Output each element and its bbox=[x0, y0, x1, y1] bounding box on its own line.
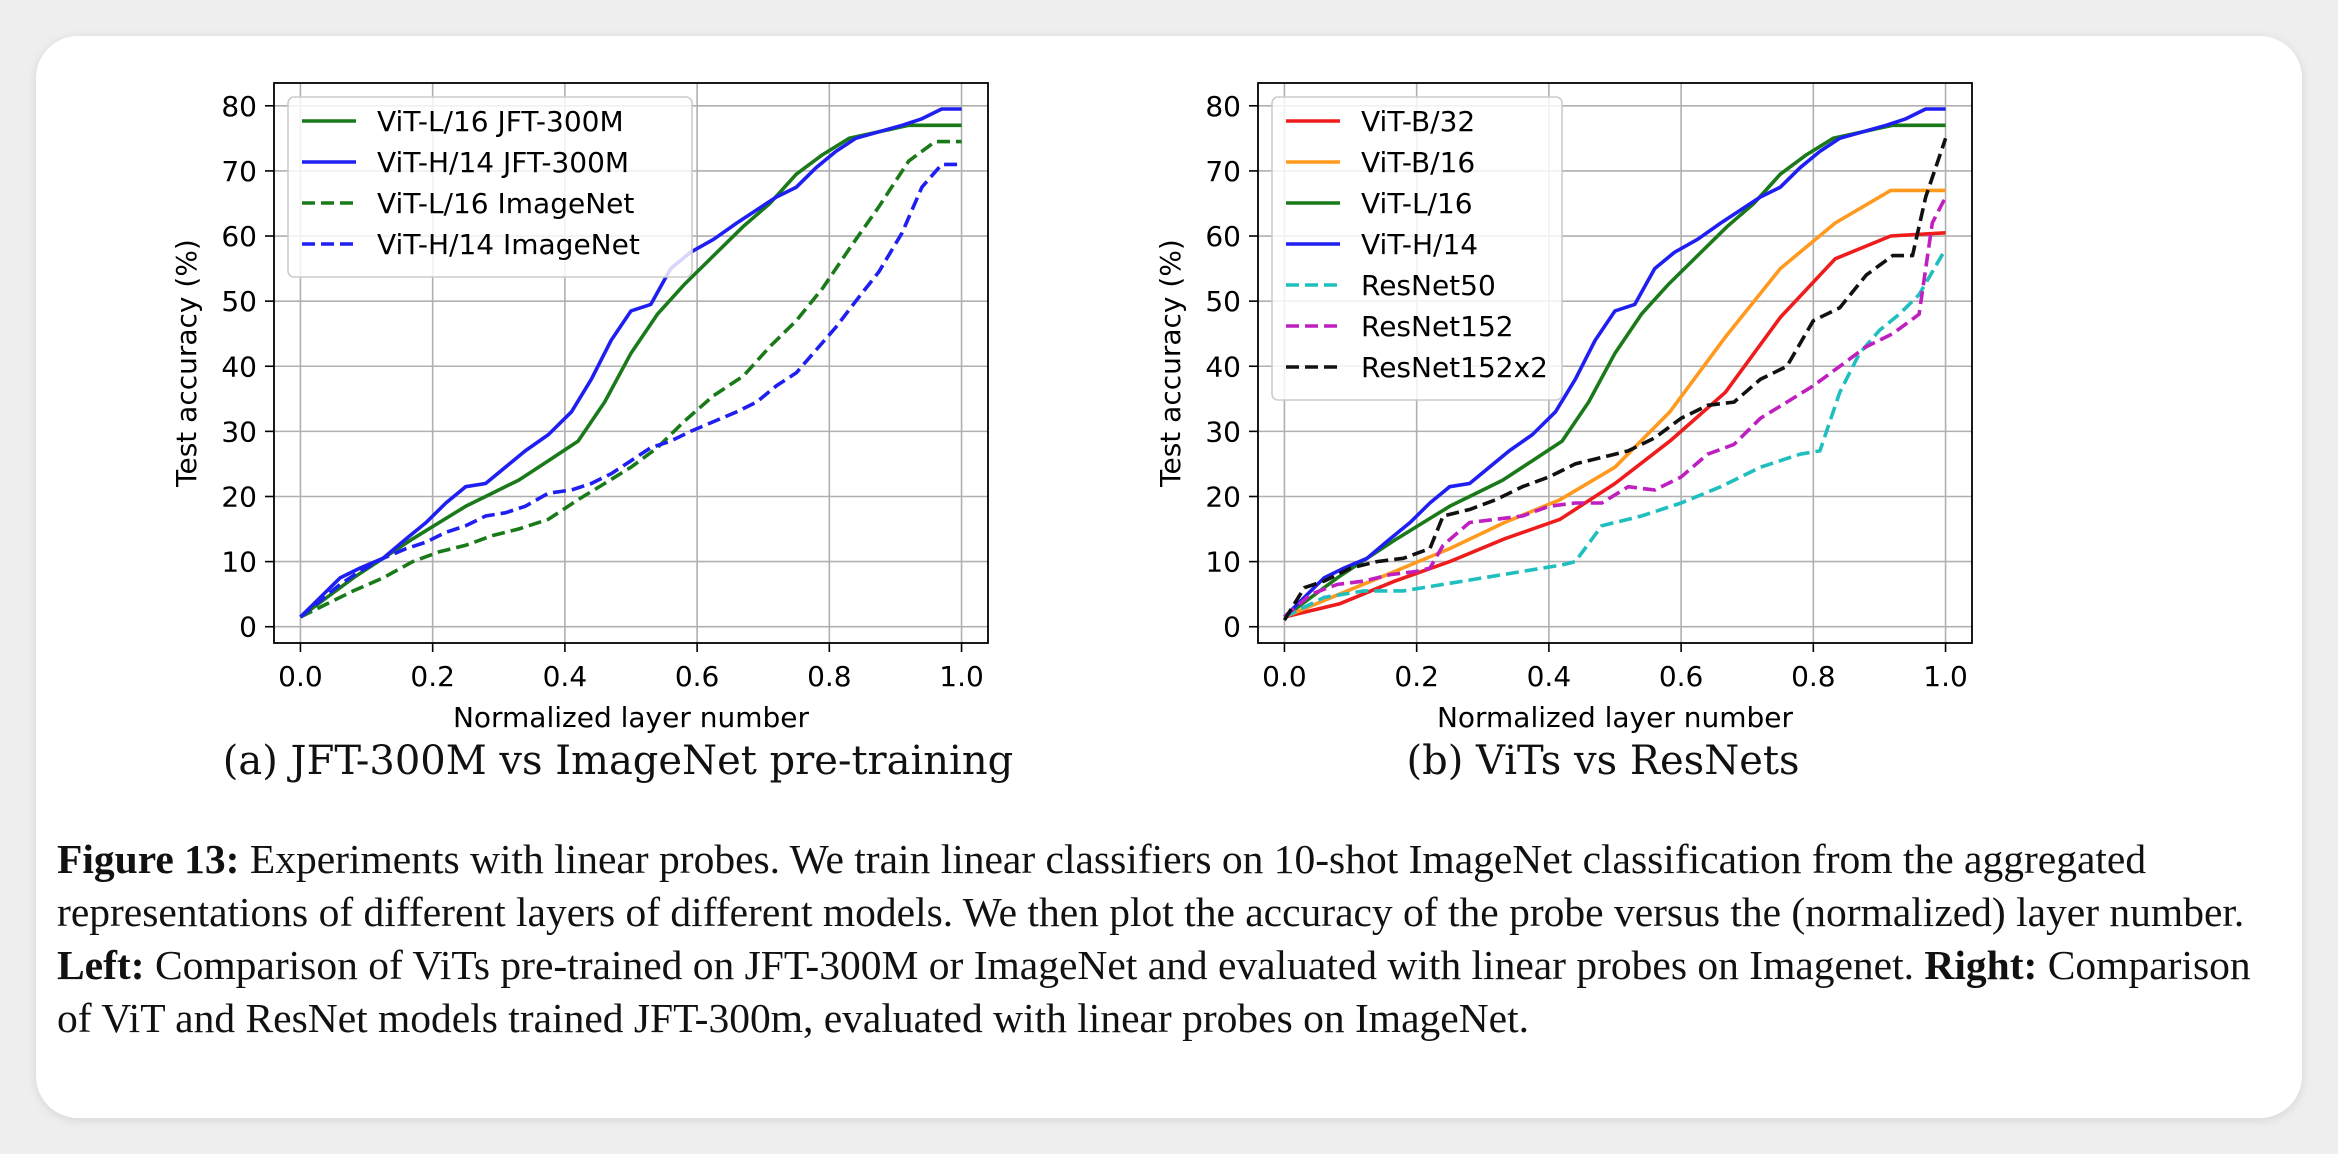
y-tick-label: 60 bbox=[221, 220, 257, 253]
legend-label: ViT-L/16 ImageNet bbox=[377, 187, 634, 220]
x-tick-label: 0.8 bbox=[807, 660, 852, 693]
series-line-vit-h-14-jft-300m bbox=[299, 107, 962, 619]
figure-label: Figure 13: bbox=[57, 836, 240, 882]
series-line-vit-b-32 bbox=[1283, 231, 1946, 619]
caption-text-2: Comparison of ViTs pre-trained on JFT-30… bbox=[144, 942, 1925, 988]
legend-label: ViT-L/16 JFT-300M bbox=[377, 105, 624, 138]
x-tick-label: 0.8 bbox=[1791, 660, 1836, 693]
x-tick-label: 0.4 bbox=[1527, 660, 1572, 693]
legend-label: ViT-L/16 bbox=[1361, 187, 1473, 220]
plot-frame bbox=[1257, 82, 1973, 644]
legend-label: ViT-B/16 bbox=[1361, 146, 1475, 179]
y-tick-label: 30 bbox=[1205, 415, 1241, 448]
figure-caption: Figure 13: Experiments with linear probe… bbox=[57, 833, 2267, 1045]
y-tick-label: 40 bbox=[1205, 350, 1241, 383]
caption-left-label: Left: bbox=[57, 942, 145, 988]
y-tick-label: 70 bbox=[1205, 155, 1241, 188]
series-line-vit-l-16-jft-300m bbox=[299, 123, 962, 619]
series-line-vit-l-16-imagenet bbox=[299, 139, 962, 619]
series-line-vit-h-14-imagenet bbox=[299, 162, 962, 619]
plot-frame bbox=[273, 82, 989, 644]
subfigure-a-caption: (a) JFT-300M vs ImageNet pre-training bbox=[222, 738, 1014, 784]
series-line-resnet152x2 bbox=[1282, 137, 1948, 622]
y-tick-label: 0 bbox=[1223, 611, 1241, 644]
y-tick-label: 10 bbox=[1205, 546, 1241, 579]
y-tick-label: 20 bbox=[221, 480, 257, 513]
series-line-vit-b-16 bbox=[1283, 188, 1946, 619]
legend-label: ViT-H/14 ImageNet bbox=[377, 228, 640, 261]
caption-right-label: Right: bbox=[1924, 942, 2038, 988]
legend-label: ResNet50 bbox=[1361, 269, 1496, 302]
right-chart: 0.0 0.2 0.4 0.6 0.8 1.0 0 10 20 30 40 50 60 70 80 Norma… bbox=[1154, 82, 1973, 734]
x-tick-label: 0.0 bbox=[278, 660, 323, 693]
y-axis-label: Test accuracy (%) bbox=[170, 239, 203, 488]
x-tick-label: 0.2 bbox=[410, 660, 455, 693]
y-tick-label: 30 bbox=[221, 415, 257, 448]
left-chart: 0.0 0.2 0.4 0.6 0.8 1.0 0 10 20 30 40 50 60 70 80 Norma… bbox=[170, 82, 989, 734]
legend-box bbox=[287, 96, 693, 278]
legend-label: ViT-B/32 bbox=[1361, 105, 1475, 138]
legend-label: ViT-H/14 JFT-300M bbox=[377, 146, 629, 179]
y-tick-label: 60 bbox=[1205, 220, 1241, 253]
y-tick-label: 50 bbox=[1205, 285, 1241, 318]
y-tick-label: 40 bbox=[221, 350, 257, 383]
series-line-resnet152 bbox=[1283, 196, 1948, 619]
y-tick-label: 20 bbox=[1205, 480, 1241, 513]
legend-label: ResNet152x2 bbox=[1361, 351, 1548, 384]
subfigure-b-caption: (b) ViTs vs ResNets bbox=[1406, 738, 1800, 784]
x-tick-label: 0.4 bbox=[543, 660, 588, 693]
y-tick-label: 10 bbox=[221, 546, 257, 579]
legend-label: ResNet152 bbox=[1361, 310, 1514, 343]
caption-text-3: Comparison of ViT and ResNet models trai… bbox=[57, 942, 2251, 1041]
x-axis-label: Normalized layer number bbox=[453, 701, 810, 734]
x-tick-label: 0.2 bbox=[1394, 660, 1439, 693]
series-line-vit-l-16 bbox=[1283, 123, 1946, 619]
y-axis-label: Test accuracy (%) bbox=[1154, 239, 1187, 488]
legend-box bbox=[1271, 96, 1563, 401]
x-tick-label: 1.0 bbox=[939, 660, 984, 693]
y-tick-label: 0 bbox=[239, 611, 257, 644]
y-tick-label: 50 bbox=[221, 285, 257, 318]
legend-label: ViT-H/14 bbox=[1361, 228, 1478, 261]
series-line-resnet50 bbox=[1283, 248, 1948, 619]
x-tick-label: 0.0 bbox=[1262, 660, 1307, 693]
x-axis-label: Normalized layer number bbox=[1437, 701, 1794, 734]
y-tick-label: 80 bbox=[1205, 90, 1241, 123]
caption-text-1: Experiments with linear probes. We train… bbox=[57, 836, 2245, 935]
series-line-vit-h-14 bbox=[1283, 107, 1946, 619]
y-tick-label: 70 bbox=[221, 155, 257, 188]
x-tick-label: 0.6 bbox=[1659, 660, 1704, 693]
x-tick-label: 0.6 bbox=[675, 660, 720, 693]
x-tick-label: 1.0 bbox=[1923, 660, 1968, 693]
y-tick-label: 80 bbox=[221, 90, 257, 123]
